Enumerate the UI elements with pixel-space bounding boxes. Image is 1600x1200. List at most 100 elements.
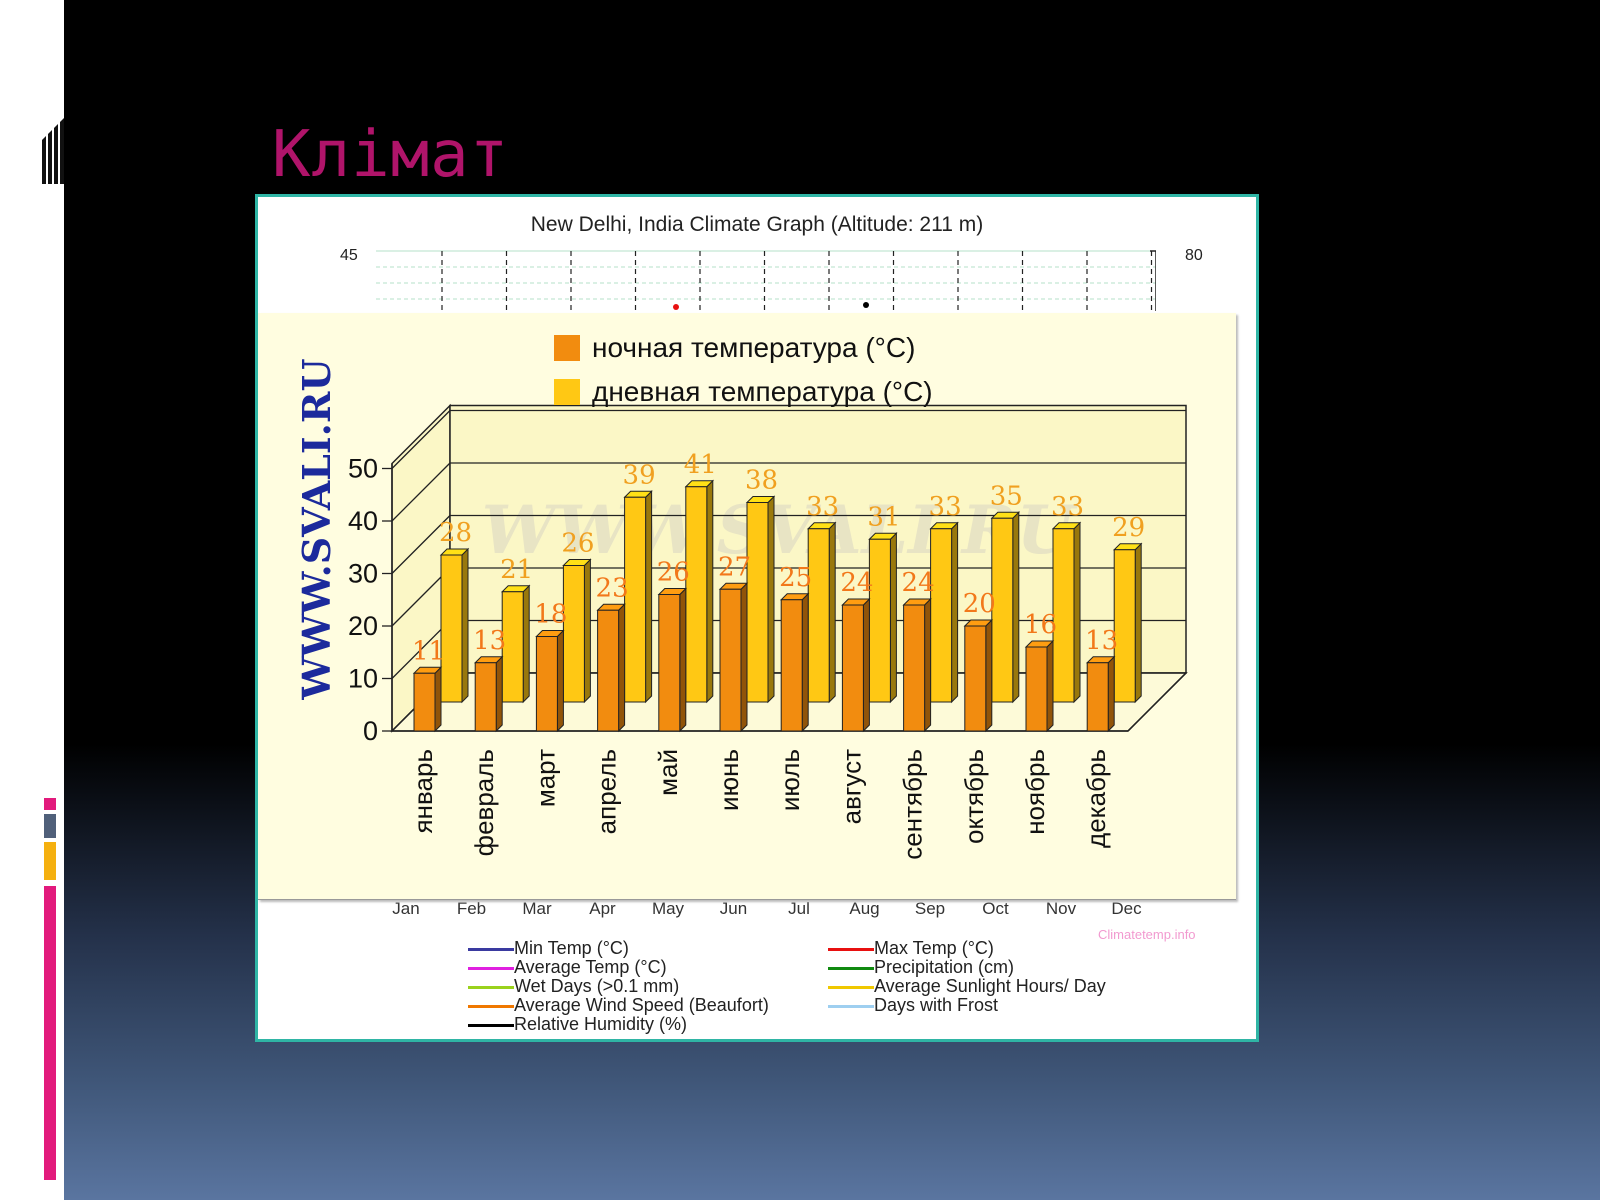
chart-watermark-faint: WWW.SVALI.RU: [482, 491, 1078, 569]
legend-label: Precipitation (cm): [874, 957, 1015, 977]
background-legend: Min Temp (°C) Max Temp (°C) Average Temp (…: [468, 939, 1228, 1039]
data-label: 28: [439, 518, 472, 548]
bar: [657, 587, 688, 733]
tabs-icon: [42, 118, 64, 184]
legend-label: Average Wind Speed (Beaufort): [514, 995, 769, 1015]
x-category-label: январь: [408, 749, 438, 833]
y-tick-label: 10: [348, 664, 378, 694]
legend-label: Min Temp (°C): [514, 938, 629, 958]
background-month-label: Aug: [849, 899, 880, 918]
x-category-label: сентябрь: [898, 749, 928, 860]
legend-series-label: ночная температура (°C): [592, 332, 915, 363]
data-label: 33: [806, 492, 839, 522]
floor-edge: [1127, 672, 1187, 732]
y-tick-label: 20: [348, 611, 378, 641]
bar: [596, 603, 626, 733]
data-label: 23: [596, 573, 629, 603]
bar: [779, 592, 810, 733]
data-label: 33: [1051, 492, 1084, 522]
data-label: 26: [561, 529, 594, 559]
bar: [868, 532, 898, 704]
legend-line-swatch: [468, 948, 514, 951]
background-month-label: Mar: [522, 899, 552, 918]
bar: [562, 558, 592, 704]
legend-line-swatch: [828, 948, 874, 951]
bar: [902, 597, 932, 733]
bar: [1085, 655, 1116, 733]
legend-line-swatch: [828, 967, 874, 970]
x-category-label: июнь: [714, 749, 744, 811]
legend-series-label: дневная температура (°C): [592, 376, 933, 407]
data-label: 26: [657, 558, 690, 588]
background-month-label: Oct: [982, 899, 1009, 918]
bar: [990, 511, 1021, 704]
data-label: 25: [779, 563, 812, 593]
data-label: 24: [902, 568, 935, 598]
x-category-label: май: [653, 749, 683, 796]
bar: [1112, 542, 1143, 704]
background-month-label: Jul: [788, 899, 810, 918]
bar: [473, 655, 504, 733]
bar: [500, 584, 531, 704]
bar: [623, 490, 653, 704]
background-graph-title: New Delhi, India Climate Graph (Altitude…: [530, 213, 984, 236]
legend-label: Max Temp (°C): [874, 938, 994, 958]
chart-image-frame: New Delhi, India Climate Graph (Altitude…: [255, 194, 1259, 1042]
background-month-label: May: [651, 899, 685, 918]
bar: [1051, 521, 1082, 704]
temperature-chart-panel: WWW.SVALI.RU 0 10 20 30 40 50 28 11 январь 21 13 фев…: [258, 313, 1236, 900]
background-month-label: Dec: [1111, 899, 1142, 918]
legend-line-swatch: [828, 986, 874, 989]
data-label: 33: [929, 492, 962, 522]
data-label: 35: [990, 481, 1023, 511]
data-label: 27: [718, 552, 751, 582]
bar: [684, 479, 715, 704]
legend-line-swatch: [468, 967, 514, 970]
background-month-label: Nov: [1045, 899, 1077, 918]
background-month-labels: Jan Feb Mar Apr May Jun Jul Aug Sep Oct Nov Dec: [258, 899, 1256, 923]
data-label: 41: [684, 450, 717, 480]
legend-line-swatch: [468, 1005, 514, 1008]
legend-line-swatch: [468, 986, 514, 989]
data-label: 21: [500, 555, 533, 585]
accent-bar-pink-long: [44, 886, 56, 1180]
bar: [806, 521, 837, 704]
accent-bar-gray: [44, 814, 56, 838]
grid-line-diagonal: [391, 515, 451, 574]
data-label: 38: [745, 466, 778, 496]
x-category-label: февраль: [469, 749, 499, 856]
legend-line-swatch: [468, 1024, 514, 1027]
y-tick-label: 50: [348, 454, 378, 484]
data-label: 39: [623, 460, 656, 490]
accent-bar-pink-small: [44, 798, 56, 810]
legend-swatch: [554, 379, 580, 405]
background-y-right-tick: 80: [1185, 247, 1203, 264]
data-label: 24: [840, 568, 873, 598]
chart-legend: ночная температура (°C) дневная температу…: [554, 332, 933, 407]
legend-line-swatch: [828, 1005, 874, 1008]
accent-bar-yellow: [44, 842, 56, 880]
x-category-label: апрель: [592, 749, 622, 834]
background-month-label: Apr: [589, 899, 616, 918]
bar: [745, 495, 776, 704]
x-category-label: март: [530, 749, 560, 807]
data-label: 16: [1024, 610, 1057, 640]
legend-swatch: [554, 335, 580, 361]
y-tick-label: 30: [348, 559, 378, 589]
slide-title: Клімат: [272, 118, 510, 192]
y-tick-label: 0: [363, 716, 378, 746]
y-tick-label: 40: [348, 506, 378, 536]
data-label: 29: [1112, 513, 1145, 543]
background-month-label: Jan: [392, 899, 420, 918]
data-label: 18: [534, 600, 567, 630]
x-category-label: октябрь: [959, 749, 989, 844]
x-category-label: июль: [775, 749, 805, 811]
x-category-label: ноябрь: [1020, 749, 1050, 835]
bar: [963, 618, 994, 733]
bar: [439, 547, 470, 704]
grid-line-diagonal: [391, 462, 451, 522]
background-y-left-tick: 45: [340, 247, 358, 264]
bar: [718, 582, 749, 733]
background-month-label: Sep: [914, 899, 946, 918]
x-category-label: август: [836, 749, 866, 824]
